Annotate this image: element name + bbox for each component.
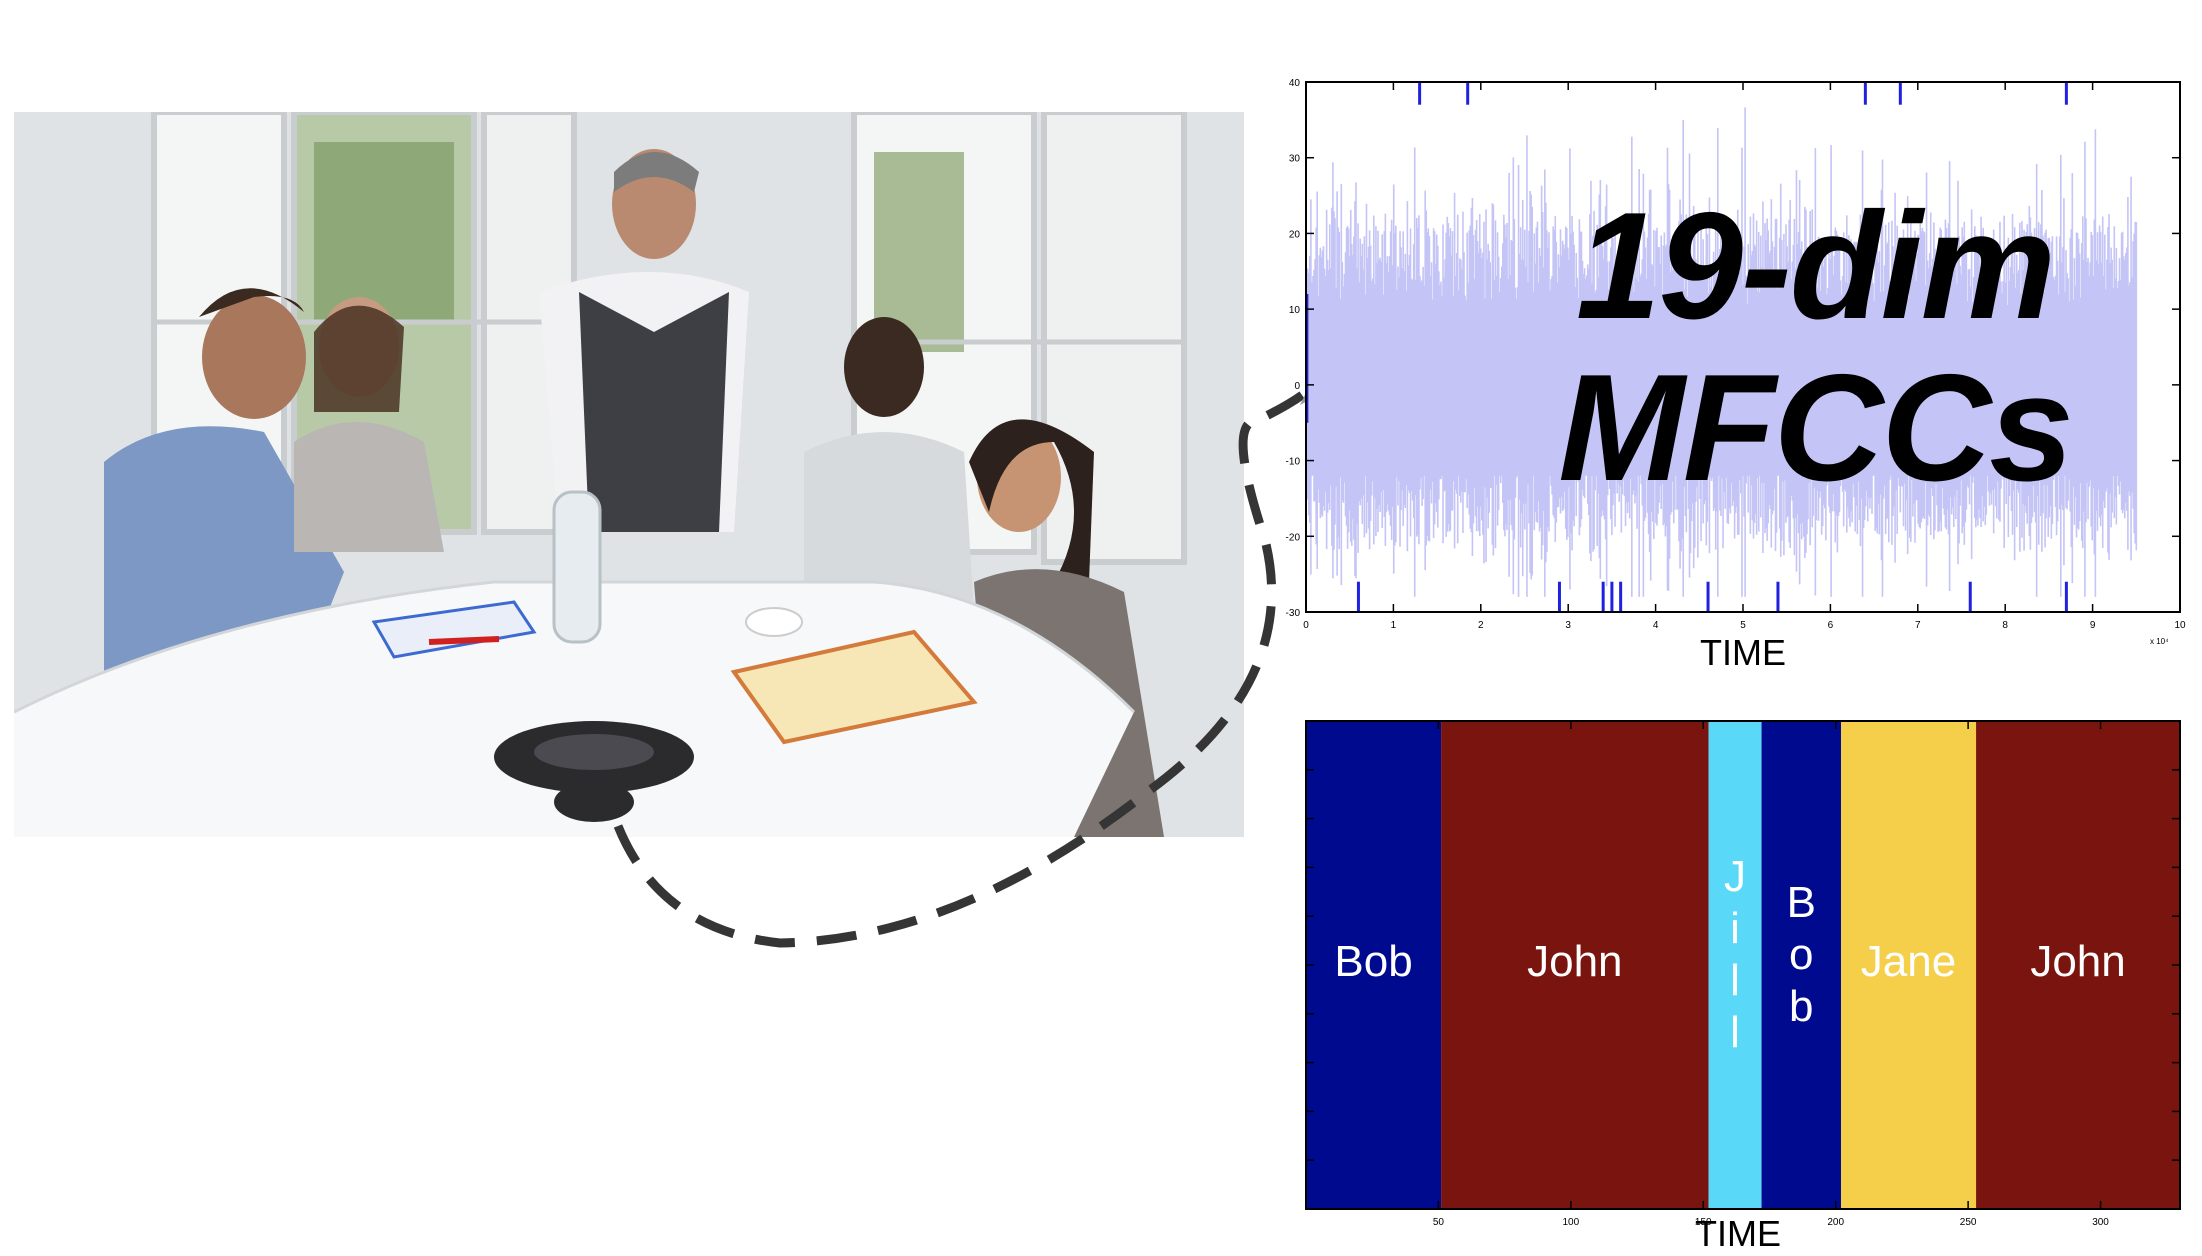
segment-label-jill: J i l l [1724,852,1747,1057]
speaker-segment-jill [1708,721,1762,1209]
diarization-xtick-label: 200 [1827,1217,1844,1228]
waveform-xtick-label: 5 [1740,620,1746,631]
waveform-ytick-label: 0 [1294,381,1300,392]
speaker-segment-john [1441,721,1709,1209]
waveform-ytick-label: 20 [1289,229,1301,240]
waveform-xtick-label: 9 [2090,620,2096,631]
diarization-xtick-label: 100 [1563,1217,1580,1228]
speaker-segment-john [1976,721,2180,1209]
diarization-xtick-label: 150 [1695,1217,1712,1228]
diarization-xlabel: TIME [1695,1213,1781,1254]
waveform-ytick-label: 40 [1289,78,1301,89]
waveform-xtick-label: 10 [2174,620,2186,631]
mfcc-overlay-title: 19-dim MFCCs [1440,185,2190,509]
segment-label-john: John [2030,937,2126,986]
segment-label-john: John [1527,937,1623,986]
diarization-xtick-label: 300 [2092,1217,2109,1228]
speaker-segment-bob [1306,721,1442,1209]
waveform-xtick-label: 3 [1565,620,1571,631]
diarization-bar: 50 100 150 200 250 300 [1305,720,2181,1228]
waveform-xtick-label: 4 [1653,620,1659,631]
segment-label-bob: B o b [1786,878,1816,1031]
waveform-core [1307,324,2137,476]
waveform-xtick-label: 7 [1915,620,1921,631]
waveform-xtick-label: 2 [1478,620,1484,631]
waveform-ytick-label: 10 [1289,305,1301,316]
waveform-ytick-label: -10 [1286,457,1301,468]
waveform-ytick-label: -30 [1286,608,1301,619]
speaker-segment-bob [1761,721,1841,1209]
speaker-segment-jane [1840,721,1977,1209]
mfcc-title-line2: MFCCs [1558,343,2074,513]
segment-label-bob: Bob [1334,937,1413,986]
diarization-xtick-label: 250 [1960,1217,1977,1228]
mfcc-title-line1: 19-dim [1576,181,2056,351]
waveform-ytick-label: 30 [1289,154,1301,165]
waveform-xtick-label: 8 [2002,620,2008,631]
waveform-xtick-label: 1 [1391,620,1397,631]
waveform-x-multiplier: x 10⁴ [2150,637,2169,646]
waveform-xtick-label: 6 [1828,620,1834,631]
segment-label-jane: Jane [1860,937,1957,986]
waveform-xtick-label: 0 [1303,620,1309,631]
diarization-xtick-label: 50 [1433,1217,1445,1228]
waveform-ytick-label: -20 [1286,532,1301,543]
waveform-xlabel: TIME [1700,632,1786,673]
